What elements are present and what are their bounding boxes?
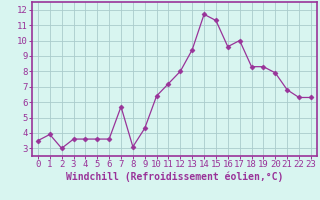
X-axis label: Windchill (Refroidissement éolien,°C): Windchill (Refroidissement éolien,°C) (66, 172, 283, 182)
